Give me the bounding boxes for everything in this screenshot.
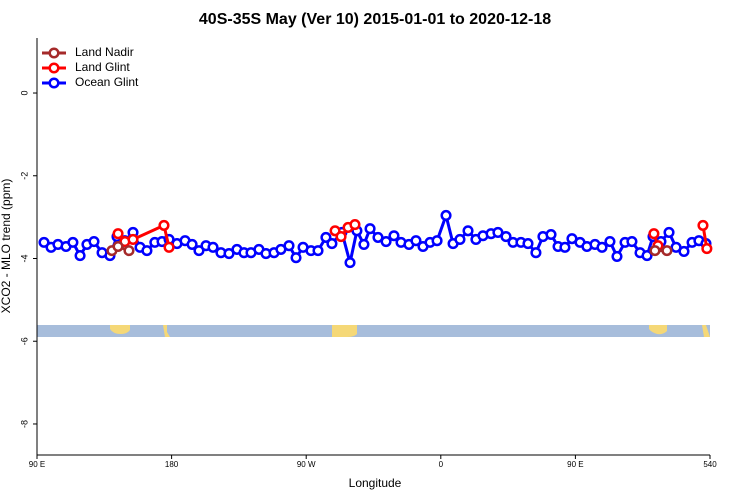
chart-title: 40S-35S May (Ver 10) 2015-01-01 to 2020-… [199, 11, 551, 28]
data-point [697, 219, 709, 231]
data-point [67, 236, 79, 248]
data-point [320, 231, 332, 243]
data-point [74, 250, 86, 262]
data-point [604, 235, 616, 248]
data-point [312, 245, 324, 257]
data-point [661, 245, 673, 257]
data-point [641, 250, 653, 262]
data-point [648, 228, 660, 240]
map-strip [37, 325, 710, 337]
data-point [380, 235, 392, 248]
data-point [123, 245, 135, 257]
data-point [290, 252, 302, 264]
data-point [207, 241, 219, 253]
data-point [158, 219, 170, 231]
data-point [88, 235, 100, 248]
data-point [193, 245, 205, 257]
data-point [678, 245, 690, 258]
data-point [462, 225, 474, 237]
y-tick-label: -8 [19, 420, 29, 428]
data-point [431, 235, 443, 247]
data-point [112, 240, 124, 253]
data-point [440, 209, 452, 222]
y-tick-label: -2 [19, 172, 29, 180]
data-point [663, 226, 675, 238]
data-point [38, 236, 50, 248]
legend-marker [48, 47, 60, 59]
data-point [626, 235, 638, 248]
data-point [127, 233, 139, 246]
x-tick-label: 0 [439, 460, 444, 469]
y-axis-label: XCO2 - MLO trend (ppm) [0, 179, 13, 314]
data-point [530, 247, 542, 259]
x-tick-label: 90 E [29, 460, 45, 469]
data-point [611, 250, 623, 262]
data-point [559, 241, 571, 253]
y-tick-label: -6 [19, 337, 29, 345]
x-tick-label: 540 [703, 460, 717, 469]
data-point [649, 245, 661, 257]
x-tick-label: 180 [165, 460, 179, 469]
data-point [163, 241, 175, 253]
x-axis-label: Longitude [349, 476, 402, 490]
data-point [335, 231, 347, 243]
legend-marker [48, 77, 60, 89]
data-point [492, 226, 504, 238]
data-point [522, 238, 534, 250]
legend-label: Land Glint [75, 60, 130, 74]
data-point [283, 240, 295, 252]
legend-label: Land Nadir [75, 45, 134, 59]
legend-marker [48, 62, 60, 74]
y-tick-label: -4 [19, 254, 29, 262]
data-point [454, 233, 466, 246]
data-point [500, 231, 512, 243]
data-point [388, 230, 400, 242]
data-point [186, 238, 198, 250]
data-point [410, 235, 422, 247]
data-point [349, 219, 361, 231]
y-tick-label: 0 [19, 91, 29, 96]
data-point [372, 231, 384, 243]
legend-label: Ocean Glint [75, 75, 139, 89]
data-point [701, 243, 713, 255]
data-point [141, 245, 153, 257]
data-point [358, 238, 370, 250]
data-point [364, 223, 376, 235]
x-tick-label: 90 E [567, 460, 583, 469]
data-point [344, 257, 356, 269]
data-point [596, 241, 608, 253]
data-point [112, 228, 124, 240]
data-point [545, 228, 557, 241]
data-point [326, 238, 338, 250]
x-tick-label: 90 W [297, 460, 316, 469]
